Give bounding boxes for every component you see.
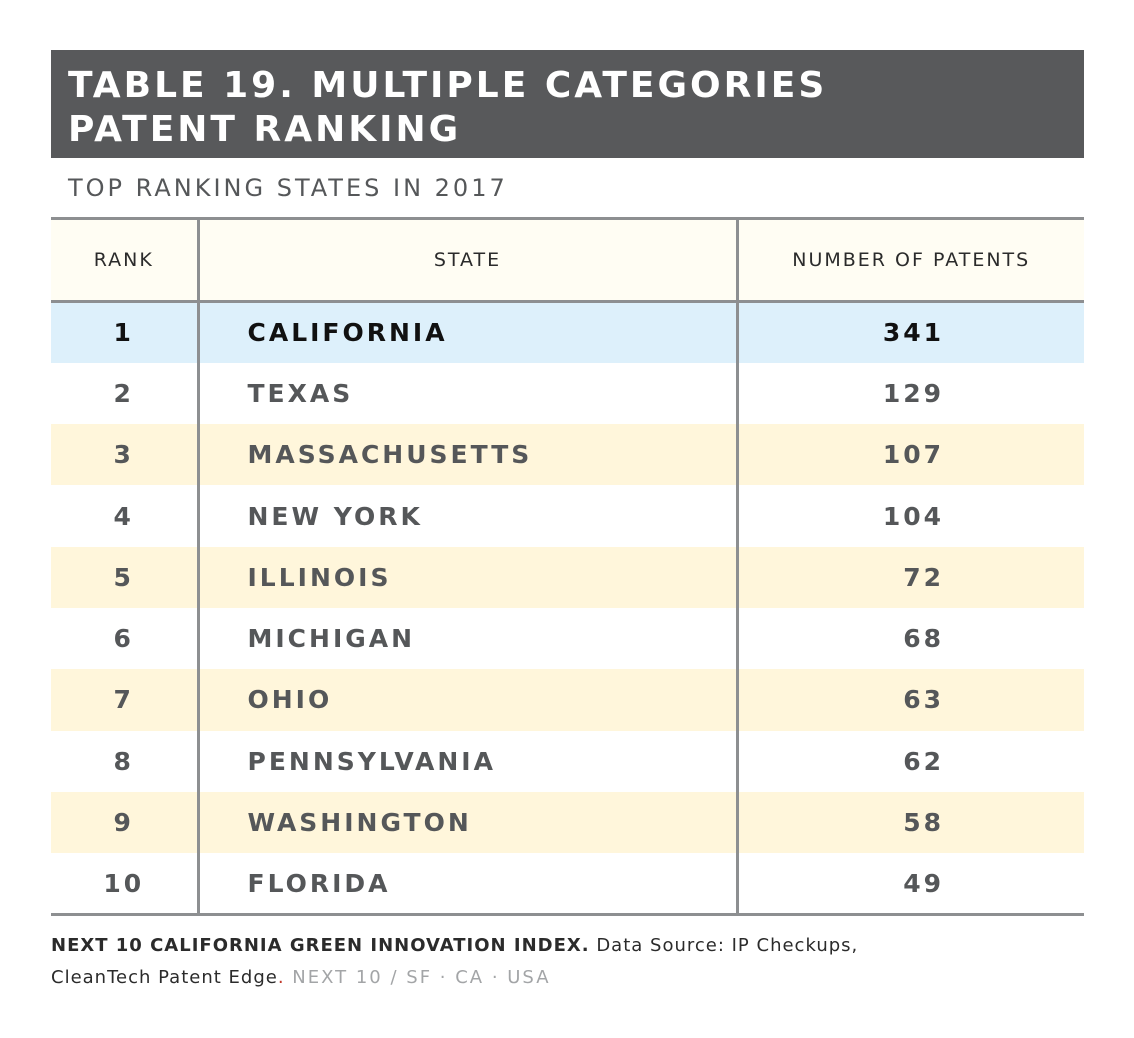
footer-index-name: NEXT 10 CALIFORNIA GREEN INNOVATION INDE… — [51, 935, 590, 956]
rank-cell: 4 — [51, 485, 200, 547]
table-row: 5 ILLINOIS 72 — [51, 546, 1084, 608]
patents-cell: 49 — [737, 853, 1084, 916]
state-cell: MASSACHUSETTS — [198, 424, 739, 486]
state-cell: WASHINGTON — [198, 791, 739, 854]
rank-cell: 3 — [51, 424, 200, 486]
ranking-table: RANK STATE NUMBER OF PATENTS 1 CALIFORNIA… — [51, 217, 1084, 916]
rank-cell: 1 — [51, 301, 200, 363]
footer-source-text: Data Source: IP Checkups, — [589, 935, 859, 956]
patents-cell: 72 — [903, 562, 944, 592]
footer-source-text-2: CleanTech Patent Edge — [51, 967, 278, 988]
table-row: 4 NEW YORK 104 — [51, 485, 1084, 547]
column-header-rank: RANK — [51, 217, 200, 303]
state-cell: NEW YORK — [198, 485, 739, 547]
column-header-patents: NUMBER OF PATENTS — [737, 217, 1084, 303]
title-band: TABLE 19. MULTIPLE CATEGORIES PATENT RAN… — [51, 50, 1084, 158]
patents-cell: 341 — [882, 318, 944, 348]
table-title-line-2: PATENT RANKING — [68, 109, 462, 150]
rank-cell: 7 — [51, 669, 200, 731]
table-header-row: RANK STATE NUMBER OF PATENTS — [51, 217, 1084, 303]
table-row: 9 WASHINGTON 58 — [51, 791, 1084, 854]
rank-cell: 5 — [51, 546, 200, 608]
state-cell: TEXAS — [198, 362, 739, 425]
patents-cell: 104 — [882, 501, 944, 531]
rank-cell: 2 — [51, 362, 200, 425]
table-row: 3 MASSACHUSETTS 107 — [51, 424, 1084, 486]
state-cell: MICHIGAN — [198, 607, 739, 670]
table-subtitle: TOP RANKING STATES IN 2017 — [68, 174, 508, 202]
state-cell: OHIO — [198, 669, 739, 731]
footer-source: NEXT 10 CALIFORNIA GREEN INNOVATION INDE… — [51, 930, 1084, 994]
ranking-table-container: RANK STATE NUMBER OF PATENTS 1 CALIFORNIA… — [51, 217, 1084, 916]
state-cell: PENNSYLVANIA — [198, 730, 739, 792]
patents-cell: 68 — [903, 624, 944, 654]
table-body: 1 CALIFORNIA 341 2 TEXAS 129 3 MASSACHUSETTS 107… — [51, 301, 1084, 916]
state-cell: FLORIDA — [198, 853, 739, 916]
table-row: 7 OHIO 63 — [51, 669, 1084, 731]
footer-org: NEXT 10 / SF · CA · USA — [284, 967, 551, 988]
column-header-state: STATE — [198, 217, 739, 303]
state-cell: CALIFORNIA — [198, 301, 739, 363]
footer-dot: . — [277, 967, 285, 988]
patents-cell: 129 — [882, 378, 944, 408]
table-row: 8 PENNSYLVANIA 62 — [51, 730, 1084, 792]
table-row: 6 MICHIGAN 68 — [51, 607, 1084, 670]
table-row: 2 TEXAS 129 — [51, 362, 1084, 425]
patents-cell: 63 — [903, 685, 944, 715]
patents-cell: 58 — [903, 808, 944, 838]
rank-cell: 6 — [51, 607, 200, 670]
patents-cell: 107 — [882, 440, 944, 470]
rank-cell: 9 — [51, 791, 200, 854]
rank-cell: 8 — [51, 730, 200, 792]
table-row: 10 FLORIDA 49 — [51, 853, 1084, 916]
table-row: 1 CALIFORNIA 341 — [51, 301, 1084, 363]
rank-cell: 10 — [51, 853, 200, 916]
patents-cell: 62 — [903, 746, 944, 776]
table-title-line-1: TABLE 19. MULTIPLE CATEGORIES — [68, 65, 828, 106]
state-cell: ILLINOIS — [198, 546, 739, 608]
